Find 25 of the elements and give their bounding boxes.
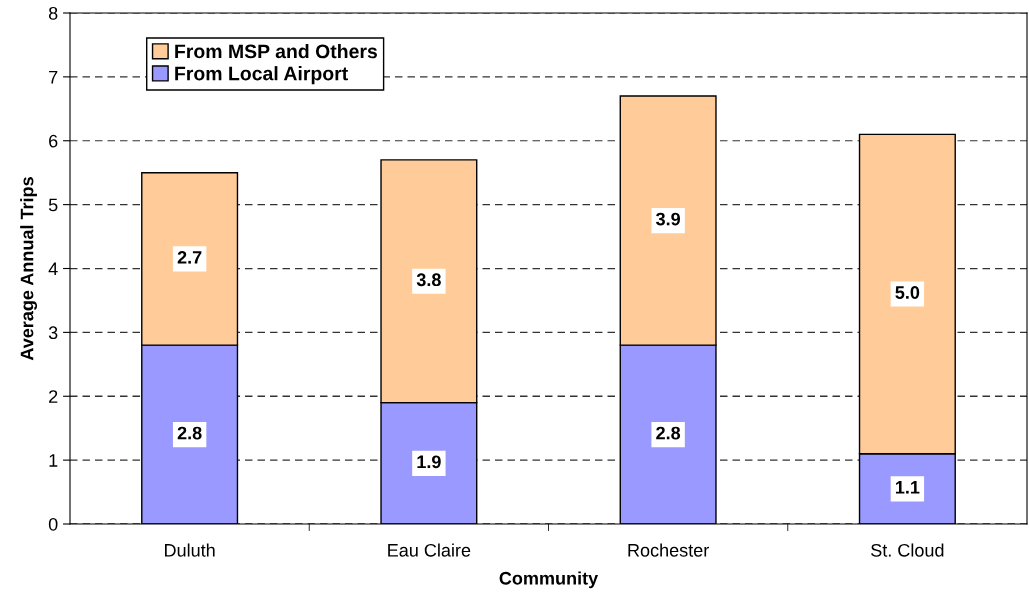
data-label: 2.8 <box>656 426 681 440</box>
y-tick-label: 0 <box>48 517 58 531</box>
y-tick-label: 8 <box>48 6 58 20</box>
y-tick-label: 6 <box>49 134 58 148</box>
x-tick-label: St. Cloud <box>871 543 944 557</box>
legend-label: From Local Airport <box>175 66 348 85</box>
data-label: 3.8 <box>416 273 441 287</box>
x-axis-title: Community <box>499 571 599 589</box>
x-tick-label: Rochester <box>628 543 709 557</box>
data-label: 2.8 <box>177 426 202 440</box>
y-axis-title: Average Annual Trips <box>20 177 38 361</box>
y-tick-label: 5 <box>48 198 58 212</box>
data-label: 3.9 <box>655 212 681 226</box>
data-label: 1.1 <box>895 481 920 494</box>
data-label: 2.7 <box>177 250 202 264</box>
data-label: 5.0 <box>895 286 920 299</box>
y-tick-label: 4 <box>48 262 58 276</box>
x-tick-label: Duluth <box>165 543 215 557</box>
y-tick-label: 7 <box>49 71 58 84</box>
y-tick-label: 2 <box>49 390 58 403</box>
y-tick-label: 1 <box>49 454 58 467</box>
legend-label: From MSP and Others <box>175 43 377 59</box>
data-label: 1.9 <box>417 455 441 469</box>
x-tick-label: Eau Claire <box>388 543 471 557</box>
y-tick-label: 3 <box>48 326 58 340</box>
